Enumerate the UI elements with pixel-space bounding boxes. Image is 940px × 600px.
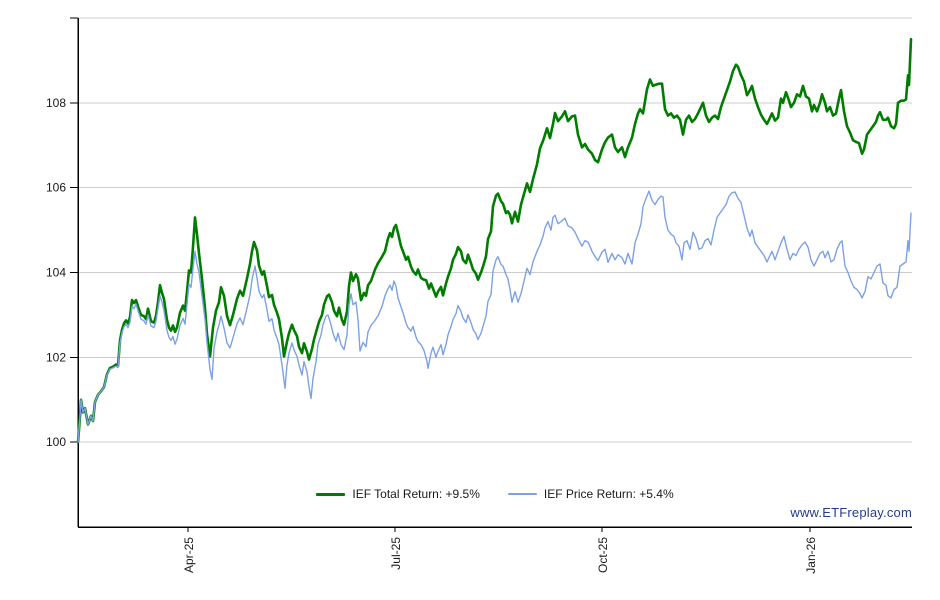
x-axis-label-Jan-26: Jan-26 xyxy=(804,537,818,574)
chart-legend: IEF Total Return: +9.5% IEF Price Return:… xyxy=(78,486,912,502)
x-axis-label-Oct-25: Oct-25 xyxy=(596,537,610,573)
total-return-line-swatch-icon xyxy=(316,492,346,496)
price-return-line-swatch-icon xyxy=(507,493,537,495)
y-axis-label-106: 106 xyxy=(46,181,66,195)
series-line-price-return xyxy=(77,190,912,443)
x-axis-label-Jul-25: Jul-25 xyxy=(389,537,403,570)
series-line-total-return xyxy=(76,37,913,444)
watermark-text: www.ETFreplay.com xyxy=(790,505,912,520)
legend-item-price-return: IEF Price Return: +5.4% xyxy=(507,487,674,501)
y-axis-label-100: 100 xyxy=(46,435,66,449)
y-axis-label-104: 104 xyxy=(46,266,66,280)
y-axis-label-102: 102 xyxy=(46,350,66,364)
legend-label: IEF Total Return: +9.5% xyxy=(352,487,480,501)
legend-item-total-return: IEF Total Return: +9.5% xyxy=(316,487,480,501)
legend-label: IEF Price Return: +5.4% xyxy=(543,487,674,501)
y-axis-label-108: 108 xyxy=(46,96,66,110)
x-axis-label-Apr-25: Apr-25 xyxy=(182,537,196,573)
